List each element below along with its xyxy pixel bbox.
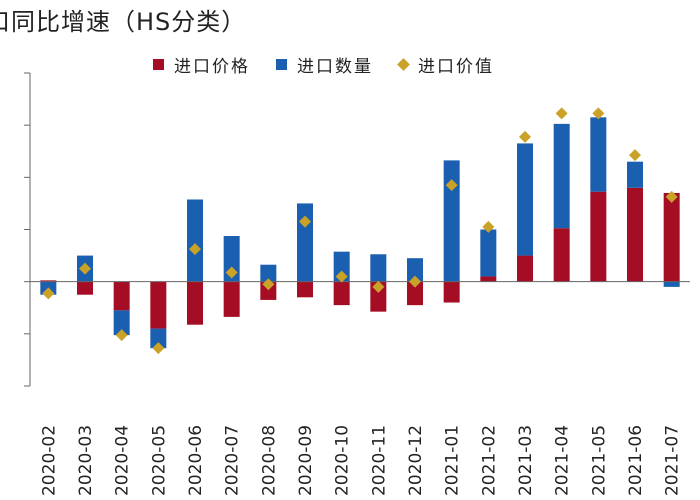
bar-quantity-2020-07 xyxy=(223,236,240,282)
point-value-2021-02 xyxy=(482,220,495,233)
bar-quantity-2021-06 xyxy=(627,161,643,188)
bar-quantity-2020-06 xyxy=(187,199,203,282)
x-tick-label-2020-08: 2020-08 xyxy=(259,425,279,496)
point-value-2020-05 xyxy=(152,342,165,355)
bar-quantity-2020-04 xyxy=(113,310,130,336)
bar-price-2020-04 xyxy=(113,281,130,311)
bar-quantity-2020-11 xyxy=(370,254,387,282)
point-value-2021-01 xyxy=(445,179,458,192)
x-tick-label-2021-02: 2021-02 xyxy=(479,425,499,496)
x-tick-label-2020-12: 2020-12 xyxy=(406,425,426,496)
legend-label-quantity: 进口数量 xyxy=(297,57,373,77)
point-value-2021-07 xyxy=(665,190,678,203)
point-value-2020-03 xyxy=(79,262,91,275)
bar-quantity-2021-03 xyxy=(517,143,533,256)
point-value-2021-03 xyxy=(519,130,531,143)
legend-item-value: 进口价值 xyxy=(397,52,494,77)
x-tick-label-2021-07: 2021-07 xyxy=(663,425,683,496)
bar-price-2021-06 xyxy=(627,187,643,282)
bar-price-2021-07 xyxy=(663,192,680,282)
legend: 进口价格 进口数量 进口价值 xyxy=(153,52,520,77)
x-tick-label-2021-03: 2021-03 xyxy=(516,425,536,496)
x-tick-label-2020-07: 2020-07 xyxy=(223,425,243,496)
point-value-2020-02 xyxy=(42,287,55,300)
bar-price-2021-03 xyxy=(517,255,533,282)
point-value-2020-12 xyxy=(409,275,421,288)
bar-price-2020-12 xyxy=(407,281,423,306)
legend-item-quantity: 进口数量 xyxy=(276,52,373,77)
point-value-2020-07 xyxy=(225,266,238,279)
x-tick-label-2020-04: 2020-04 xyxy=(113,425,133,496)
point-value-2021-05 xyxy=(592,107,605,120)
bar-price-2020-07 xyxy=(223,281,240,317)
x-tick-label-2021-06: 2021-06 xyxy=(626,425,646,496)
x-tick-label-2020-11: 2020-11 xyxy=(369,425,389,496)
chart-title: 口同比增速（HS分类） xyxy=(0,8,247,36)
bar-quantity-2020-12 xyxy=(407,258,423,282)
bar-quantity-2020-10 xyxy=(333,251,350,282)
bar-quantity-2020-08 xyxy=(260,264,277,282)
bar-quantity-2020-05 xyxy=(150,328,167,349)
point-value-2020-10 xyxy=(335,270,348,283)
bar-price-2020-05 xyxy=(150,281,167,329)
bar-price-2021-01 xyxy=(443,281,460,303)
x-tick-label-2020-09: 2020-09 xyxy=(296,425,316,496)
point-value-2020-06 xyxy=(189,243,201,256)
point-value-2021-06 xyxy=(629,149,641,162)
bar-price-2020-10 xyxy=(333,281,350,306)
x-tick-label-2021-04: 2021-04 xyxy=(553,425,573,496)
bar-price-2020-09 xyxy=(297,281,313,298)
legend-swatch-price xyxy=(153,59,164,70)
legend-label-price: 进口价格 xyxy=(174,57,250,77)
x-tick-label-2020-06: 2020-06 xyxy=(186,425,206,496)
bar-quantity-2021-01 xyxy=(443,160,460,282)
bar-quantity-2021-02 xyxy=(480,229,497,277)
legend-swatch-quantity xyxy=(276,59,287,70)
x-tick-label-2020-05: 2020-05 xyxy=(149,425,169,496)
x-tick-label-2020-02: 2020-02 xyxy=(39,425,59,496)
bar-price-2020-02 xyxy=(40,280,57,282)
bar-price-2020-03 xyxy=(77,281,93,295)
bar-price-2021-04 xyxy=(553,228,570,282)
point-value-2020-04 xyxy=(115,329,128,342)
point-value-2020-08 xyxy=(262,278,275,291)
bar-quantity-2021-07 xyxy=(663,281,680,287)
x-tick-label-2021-01: 2021-01 xyxy=(443,425,463,496)
point-value-2020-11 xyxy=(372,280,385,293)
x-tick-label-2020-03: 2020-03 xyxy=(76,425,96,496)
bar-price-2020-06 xyxy=(187,281,203,325)
bar-quantity-2020-09 xyxy=(297,203,313,282)
bar-price-2021-02 xyxy=(480,276,497,282)
bar-price-2021-05 xyxy=(590,191,607,282)
point-value-2020-09 xyxy=(299,215,311,228)
bar-quantity-2021-04 xyxy=(553,123,570,229)
legend-item-price: 进口价格 xyxy=(153,52,250,77)
x-tick-label-2021-05: 2021-05 xyxy=(589,425,609,496)
bar-price-2020-11 xyxy=(370,281,387,312)
bar-quantity-2021-05 xyxy=(590,117,607,192)
x-tick-label-2020-10: 2020-10 xyxy=(333,425,353,496)
legend-label-value: 进口价值 xyxy=(418,57,494,77)
point-value-2021-04 xyxy=(555,107,568,120)
